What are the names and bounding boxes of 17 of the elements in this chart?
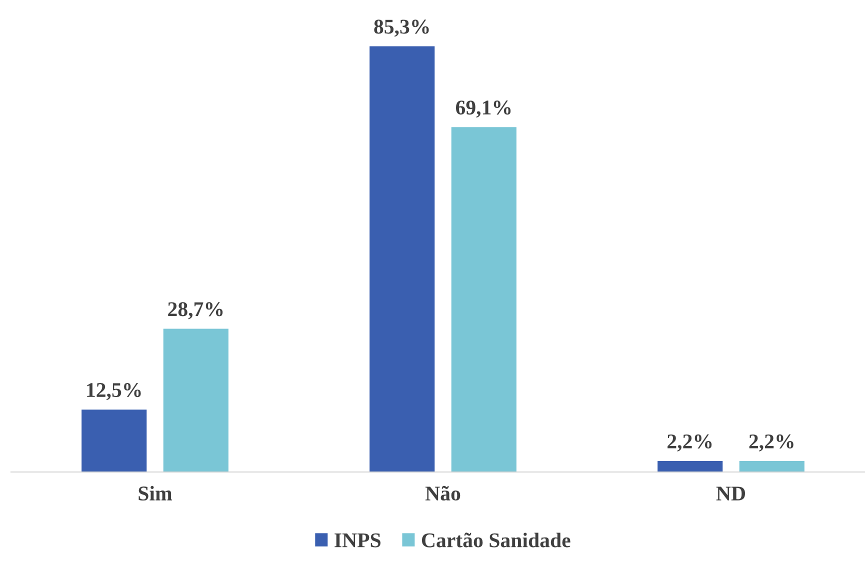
- data-label: 69,1%: [456, 100, 511, 118]
- data-label: 2,2%: [668, 434, 712, 452]
- bar: [370, 46, 435, 472]
- legend-label: INPS: [334, 533, 380, 548]
- data-label: 2,2%: [749, 434, 794, 452]
- bar: [163, 328, 228, 472]
- legend-label: Cartão Sanidade: [422, 532, 570, 548]
- x-tick-label: Sim: [138, 486, 172, 501]
- x-tick-label: Não: [425, 486, 460, 501]
- data-label: 12,5%: [87, 382, 141, 400]
- data-label: 85,3%: [374, 20, 429, 37]
- bar: [451, 127, 516, 472]
- bar: [82, 410, 147, 472]
- bar: [658, 461, 723, 472]
- x-tick-label: ND: [716, 486, 746, 500]
- bar: [739, 461, 804, 472]
- data-label: 28,7%: [168, 302, 223, 320]
